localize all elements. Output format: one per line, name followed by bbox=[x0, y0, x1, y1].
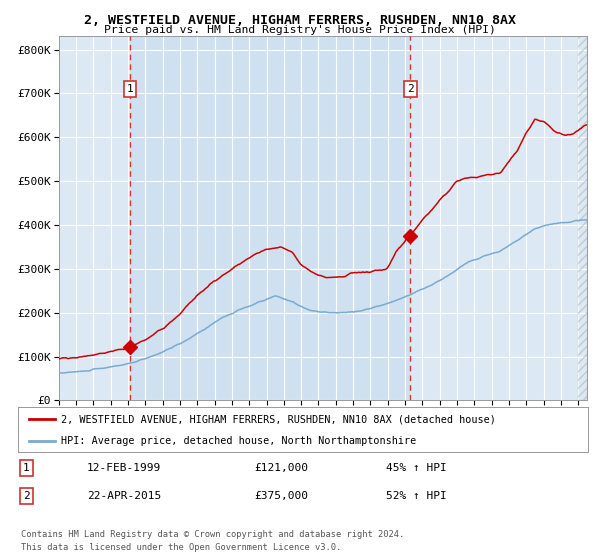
Text: 12-FEB-1999: 12-FEB-1999 bbox=[87, 463, 161, 473]
Text: 2: 2 bbox=[407, 84, 414, 94]
Text: 45% ↑ HPI: 45% ↑ HPI bbox=[386, 463, 447, 473]
Text: 52% ↑ HPI: 52% ↑ HPI bbox=[386, 491, 447, 501]
Text: This data is licensed under the Open Government Licence v3.0.: This data is licensed under the Open Gov… bbox=[21, 543, 341, 552]
Text: Contains HM Land Registry data © Crown copyright and database right 2024.: Contains HM Land Registry data © Crown c… bbox=[21, 530, 404, 539]
Bar bbox=[578, 36, 587, 400]
Bar bbox=[130, 36, 410, 400]
Text: 1: 1 bbox=[23, 463, 30, 473]
Text: 2, WESTFIELD AVENUE, HIGHAM FERRERS, RUSHDEN, NN10 8AX (detached house): 2, WESTFIELD AVENUE, HIGHAM FERRERS, RUS… bbox=[61, 414, 496, 424]
Text: 1: 1 bbox=[127, 84, 133, 94]
Text: 2, WESTFIELD AVENUE, HIGHAM FERRERS, RUSHDEN, NN10 8AX: 2, WESTFIELD AVENUE, HIGHAM FERRERS, RUS… bbox=[84, 14, 516, 27]
Text: HPI: Average price, detached house, North Northamptonshire: HPI: Average price, detached house, Nort… bbox=[61, 436, 416, 446]
Text: Price paid vs. HM Land Registry's House Price Index (HPI): Price paid vs. HM Land Registry's House … bbox=[104, 25, 496, 35]
Text: 2: 2 bbox=[23, 491, 30, 501]
Text: 22-APR-2015: 22-APR-2015 bbox=[87, 491, 161, 501]
Text: £121,000: £121,000 bbox=[254, 463, 308, 473]
Text: £375,000: £375,000 bbox=[254, 491, 308, 501]
